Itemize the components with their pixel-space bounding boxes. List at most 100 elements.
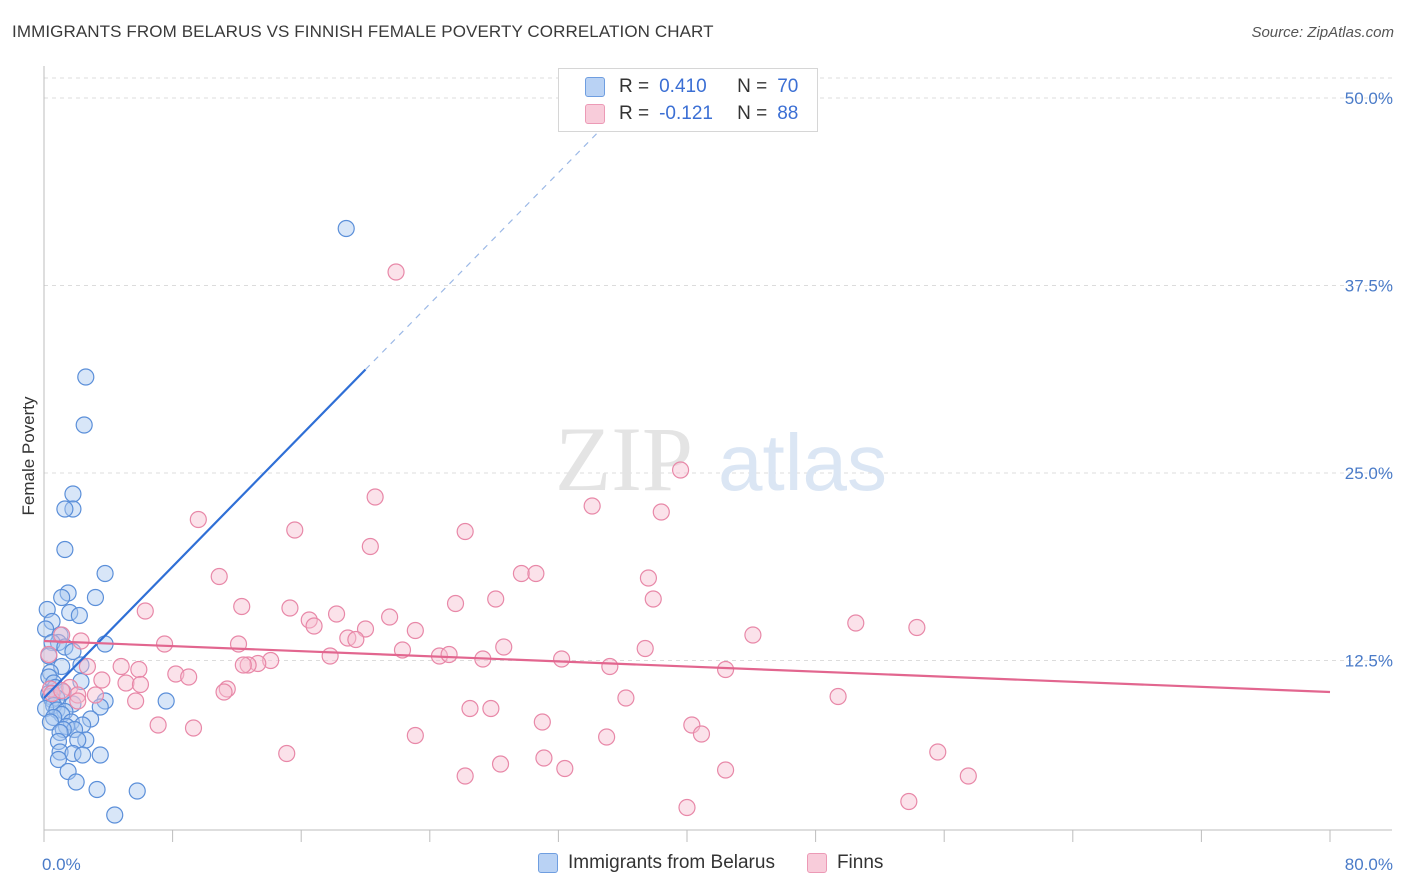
belarus-point xyxy=(73,746,92,764)
finns-point xyxy=(233,597,251,616)
finns-point xyxy=(167,665,185,683)
finns-point xyxy=(131,675,150,694)
belarus-point xyxy=(67,773,85,791)
correlation-legend: R = 0.410 N = 70 R = -0.121 N = 88 xyxy=(558,68,818,132)
belarus-point xyxy=(61,603,79,622)
belarus-point xyxy=(88,780,106,799)
legend-n-value: 70 xyxy=(777,76,799,97)
finns-point xyxy=(53,681,71,700)
finns-point xyxy=(189,510,207,529)
finns-point xyxy=(553,650,571,668)
finns-point xyxy=(692,725,711,743)
series-swatch-finns xyxy=(806,853,827,873)
legend-row-belarus: R = 0.410 N = 70 xyxy=(585,74,798,100)
finns-point xyxy=(716,660,735,679)
y-tick-label: 12.5% xyxy=(1345,652,1393,671)
finns-point xyxy=(387,263,405,281)
y-axis-label: Female Poverty xyxy=(19,396,38,516)
finns-point xyxy=(598,728,616,746)
finns-point xyxy=(744,626,762,644)
finns-point xyxy=(278,744,296,763)
finns-point xyxy=(440,645,458,664)
finns-point xyxy=(556,759,574,778)
finns-point xyxy=(239,656,257,674)
belarus-point xyxy=(41,713,60,731)
x-tick-label: 0.0% xyxy=(42,855,81,874)
finns-point xyxy=(900,792,918,811)
finns-point xyxy=(53,626,71,644)
belarus-point xyxy=(56,540,74,559)
finns-point xyxy=(487,590,505,608)
legend-swatch-belarus xyxy=(585,77,605,97)
finns-point xyxy=(286,521,304,539)
finns-point xyxy=(671,461,690,479)
finns-point xyxy=(959,767,977,785)
finns-point xyxy=(366,488,384,506)
legend-n-value: 88 xyxy=(777,103,799,124)
finns-point xyxy=(908,618,926,637)
finns-point xyxy=(456,767,474,785)
finns-point xyxy=(78,657,97,676)
finns-point xyxy=(929,743,947,761)
series-legend-belarus: Immigrants from Belarus xyxy=(538,852,775,874)
belarus-points xyxy=(37,219,355,824)
finns-point xyxy=(527,564,545,583)
finns-point xyxy=(86,686,105,704)
finns-trendline xyxy=(43,639,1331,694)
series-label-finns: Finns xyxy=(836,852,884,873)
finns-point xyxy=(406,621,424,640)
belarus-point xyxy=(157,692,175,710)
finns-point xyxy=(155,635,174,653)
belarus-point xyxy=(64,485,82,503)
series-label-belarus: Immigrants from Belarus xyxy=(568,852,775,873)
legend-n-label: N = xyxy=(737,103,768,124)
finns-point xyxy=(210,567,228,586)
series-legend-finns: Finns xyxy=(806,852,884,874)
finns-point xyxy=(617,689,635,707)
y-tick-label: 37.5% xyxy=(1345,277,1393,296)
legend-r-label: R = xyxy=(619,103,650,124)
finns-point xyxy=(533,713,551,731)
finns-point xyxy=(456,522,474,541)
belarus-point xyxy=(70,606,88,625)
x-tick-label: 80.0% xyxy=(1345,855,1393,874)
grid-layer xyxy=(44,77,1392,661)
finns-point xyxy=(482,699,500,718)
finns-point xyxy=(69,692,87,710)
series-legend: Immigrants from Belarus Finns xyxy=(538,852,915,874)
finns-point xyxy=(461,699,479,718)
finns-point xyxy=(644,590,662,608)
belarus-point xyxy=(337,219,355,238)
finns-point xyxy=(184,719,203,737)
finns-point xyxy=(356,620,375,638)
y-tick-label: 50.0% xyxy=(1345,89,1393,108)
finns-point xyxy=(93,671,111,689)
finns-point xyxy=(72,632,90,650)
finns-point xyxy=(43,684,61,703)
finns-point xyxy=(149,716,167,734)
finns-point xyxy=(495,638,513,656)
legend-n-label: N = xyxy=(737,76,768,97)
finns-points xyxy=(40,263,977,817)
finns-point xyxy=(305,617,323,635)
belarus-point xyxy=(77,368,95,386)
belarus-trendline-extension xyxy=(365,123,608,370)
belarus-point xyxy=(49,750,68,769)
finns-point xyxy=(491,755,510,773)
belarus-point xyxy=(86,588,105,607)
finns-point xyxy=(381,608,399,626)
finns-point xyxy=(406,726,424,745)
finns-point xyxy=(40,645,58,664)
finns-point xyxy=(262,651,280,670)
finns-point xyxy=(512,564,531,583)
finns-point xyxy=(136,602,154,620)
belarus-point xyxy=(56,500,74,518)
finns-point xyxy=(446,594,465,613)
finns-point xyxy=(847,614,865,632)
finns-point xyxy=(636,639,654,658)
belarus-point xyxy=(106,806,124,824)
finns-point xyxy=(829,687,847,706)
finns-point xyxy=(361,537,379,556)
finns-point xyxy=(652,503,670,521)
